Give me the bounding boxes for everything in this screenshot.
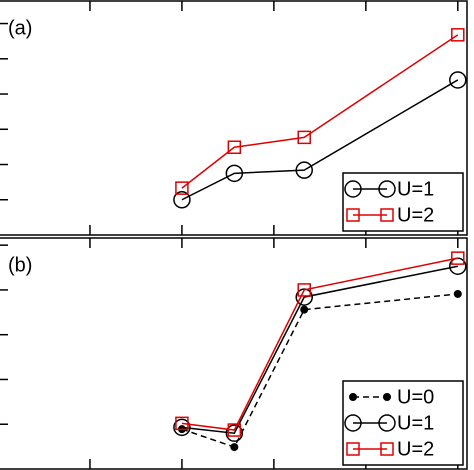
- legend-marker: [383, 393, 391, 401]
- marker: [230, 443, 239, 452]
- legend-marker: [346, 208, 360, 222]
- series-line: [181, 257, 458, 431]
- marker: [295, 161, 313, 179]
- legend-box: [342, 172, 464, 232]
- marker: [227, 423, 242, 437]
- marker: [295, 288, 313, 306]
- panel-label: (a): [8, 17, 32, 39]
- legend-label: U=2: [397, 204, 434, 226]
- marker: [225, 424, 244, 442]
- marker: [297, 283, 311, 297]
- series-line: [181, 79, 459, 201]
- legend-label: U=1: [397, 178, 434, 200]
- legend-label: U=0: [397, 386, 434, 408]
- legend-label: U=1: [397, 412, 434, 434]
- marker: [225, 164, 244, 183]
- marker: [297, 130, 311, 145]
- legend-marker: [344, 180, 362, 198]
- marker: [300, 305, 309, 314]
- series-line: [181, 293, 458, 448]
- legend-marker: [349, 393, 357, 401]
- panel: (a) U=1 U=2: [0, 0, 468, 236]
- marker: [451, 251, 465, 265]
- legend-marker: [344, 414, 362, 432]
- marker: [227, 140, 242, 154]
- legend-marker: [346, 442, 360, 456]
- marker: [175, 181, 189, 195]
- legend-marker: [378, 414, 396, 432]
- panel: (b) U=0 U=1 U=2: [0, 237, 468, 470]
- marker: [173, 191, 191, 209]
- legend-marker: [380, 208, 394, 222]
- marker: [451, 28, 465, 42]
- marker: [175, 416, 189, 431]
- legend-marker: [380, 442, 394, 456]
- marker: [449, 71, 467, 89]
- plot-frame: [0, 237, 468, 470]
- panel-label: (b): [8, 254, 32, 276]
- series-line: [181, 265, 458, 434]
- legend-label: U=2: [397, 438, 434, 460]
- series-line: [181, 34, 459, 189]
- marker: [453, 289, 462, 298]
- marker: [173, 418, 191, 437]
- plot-frame: [0, 0, 468, 236]
- legend-marker: [378, 180, 396, 198]
